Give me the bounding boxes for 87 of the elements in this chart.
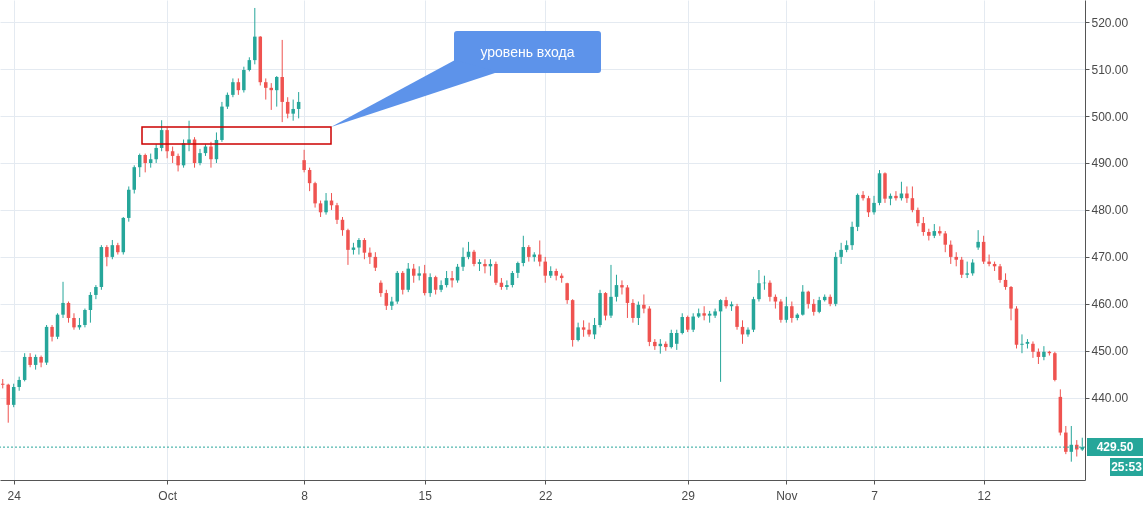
candlestick — [324, 192, 328, 216]
candlestick — [346, 228, 350, 266]
candlestick — [187, 120, 191, 152]
candlestick — [631, 298, 635, 324]
candlestick — [894, 190, 898, 202]
candlestick — [494, 261, 498, 286]
y-tick-label: 450.00 — [1091, 344, 1129, 359]
candlestick — [264, 77, 268, 101]
x-tick-label: 29 — [681, 488, 696, 503]
annotation: уровень входа — [454, 31, 601, 73]
candlestick — [505, 279, 509, 291]
candlestick — [642, 293, 646, 314]
y-tick-label: 500.00 — [1091, 109, 1129, 124]
candlestick — [861, 190, 865, 202]
candlestick — [291, 99, 295, 122]
candlestick — [987, 254, 991, 267]
candlestick — [231, 77, 235, 98]
x-tick-label: 12 — [977, 488, 992, 503]
y-tick-label: 470.00 — [1091, 250, 1129, 265]
candlestick — [209, 141, 213, 169]
text: 25:53 — [1110, 458, 1143, 477]
y-tick-label: 490.00 — [1091, 156, 1129, 171]
candlestick — [335, 202, 339, 225]
candlestick — [401, 270, 405, 295]
candlestick — [779, 298, 783, 324]
candlestick — [872, 195, 876, 216]
candlestick — [757, 269, 761, 303]
candlestick — [609, 264, 613, 319]
candlestick — [6, 383, 10, 424]
candlestick — [543, 256, 547, 284]
candlestick — [916, 207, 920, 227]
candlestick — [943, 230, 948, 253]
y-tick-label: 510.00 — [1091, 62, 1129, 77]
x-tick-label: 8 — [301, 488, 309, 503]
x-tick-label: Oct — [158, 488, 178, 503]
candlestick — [450, 270, 454, 288]
candlestick — [1042, 345, 1046, 361]
ref-line-label: 429.50 — [1087, 438, 1143, 457]
candlestick — [253, 7, 257, 65]
candlestick — [1031, 340, 1035, 359]
x-tick-label: Nov — [776, 488, 798, 503]
candlestick — [576, 322, 580, 342]
x-tick-label: 22 — [539, 488, 553, 503]
candlestick — [428, 272, 432, 298]
candlestick — [483, 258, 487, 274]
candlestick — [905, 185, 909, 204]
candlestick — [675, 329, 679, 351]
y-tick-label: 480.00 — [1091, 203, 1129, 218]
candlestick — [790, 301, 794, 324]
candlestick — [83, 308, 87, 328]
candlestick — [801, 284, 805, 317]
candlestick — [1020, 333, 1024, 354]
y-tick-label: 520.00 — [1091, 15, 1129, 30]
candlestick — [746, 326, 750, 338]
candlestick — [680, 312, 684, 335]
candlestick — [165, 127, 169, 159]
candlestick — [143, 153, 147, 173]
x-tick-label: 7 — [871, 488, 879, 503]
candlestick — [587, 322, 591, 338]
candlestick — [439, 279, 443, 293]
x-tick-label: 24 — [7, 488, 22, 503]
candlestick — [724, 296, 728, 310]
candlestick — [538, 239, 542, 267]
candlestick — [242, 66, 246, 94]
candlestick — [302, 149, 306, 173]
y-tick-label: 460.00 — [1091, 297, 1129, 312]
candlestick — [357, 237, 361, 256]
candlestick — [735, 303, 739, 331]
candlestick — [850, 221, 854, 251]
candlestick — [691, 312, 695, 333]
candlestick — [620, 279, 624, 295]
candlestick — [1064, 425, 1068, 455]
candlestick — [368, 247, 372, 265]
candlestick — [313, 181, 317, 209]
candlestick — [976, 229, 980, 251]
candlestick — [406, 262, 410, 293]
candlestick — [154, 143, 158, 164]
candlestick — [998, 263, 1002, 284]
candlestick — [768, 279, 772, 303]
candlestick — [105, 244, 109, 267]
candlestick — [72, 312, 76, 331]
y-tick-label: 440.00 — [1091, 391, 1129, 406]
candlestick — [461, 247, 465, 272]
candlestick — [61, 281, 65, 319]
candlestick — [1009, 285, 1013, 321]
x-tick-label: 15 — [418, 488, 433, 503]
candlestick — [839, 242, 843, 265]
